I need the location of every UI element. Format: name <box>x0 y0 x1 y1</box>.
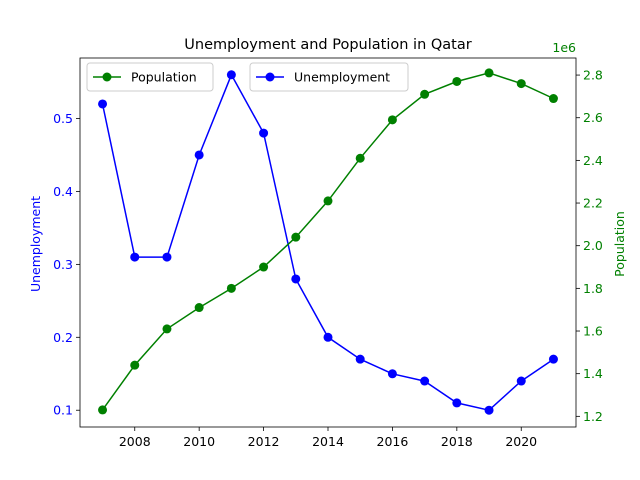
y-right-tick-label: 2.8 <box>583 68 603 83</box>
y-right-tick-label: 2.2 <box>583 196 603 211</box>
y-axis-right-offset-label: 1e6 <box>552 40 576 55</box>
y-right-tick-label: 1.2 <box>583 409 603 424</box>
data-point-population <box>98 405 108 415</box>
data-point-unemployment <box>130 252 140 262</box>
data-point-unemployment <box>355 354 365 364</box>
data-point-population <box>420 89 430 99</box>
legend-label: Population <box>131 70 197 85</box>
data-point-population <box>162 324 172 334</box>
legend-marker <box>102 72 112 82</box>
chart-title: Unemployment and Population in Qatar <box>184 37 471 53</box>
x-tick-label: 2012 <box>248 434 280 449</box>
data-point-unemployment <box>420 376 430 386</box>
data-point-population <box>387 115 397 125</box>
x-tick-label: 2010 <box>183 434 215 449</box>
data-point-unemployment <box>323 332 333 342</box>
data-point-population <box>355 153 365 163</box>
y-axis-left-label: Unemployment <box>28 196 43 292</box>
data-point-population <box>452 76 462 86</box>
data-point-unemployment <box>452 398 462 408</box>
data-point-population <box>194 303 204 313</box>
x-tick-label: 2016 <box>377 434 409 449</box>
data-point-population <box>291 232 301 242</box>
legend-label: Unemployment <box>294 70 390 85</box>
x-tick-label: 2014 <box>312 434 344 449</box>
data-point-population <box>226 283 236 293</box>
y-right-tick-label: 1.6 <box>583 324 603 339</box>
legend-layer: Population Unemployment <box>86 62 409 92</box>
data-point-unemployment <box>484 405 494 415</box>
y-right-tick-label: 1.8 <box>583 281 603 296</box>
data-point-population <box>130 360 140 370</box>
y-right-tick-label: 2.4 <box>583 153 603 168</box>
data-point-unemployment <box>226 70 236 80</box>
data-point-unemployment <box>387 369 397 379</box>
x-tick-label: 2008 <box>119 434 151 449</box>
data-point-unemployment <box>194 150 204 160</box>
data-point-unemployment <box>162 252 172 262</box>
data-point-population <box>323 196 333 206</box>
data-point-unemployment <box>98 99 108 109</box>
x-tick-label: 2020 <box>505 434 537 449</box>
y-axis-right-label: Population <box>612 211 627 277</box>
y-left-tick-label: 0.2 <box>53 330 73 345</box>
y-right-tick-label: 2.0 <box>583 238 603 253</box>
y-right-tick-label: 1.4 <box>583 366 603 381</box>
y-left-tick-label: 0.1 <box>53 403 73 418</box>
axes-layer: 2008 2010 2012 2014 2016 2018 2020 0.1 0.2 0.3 0.4… <box>53 57 603 449</box>
data-point-population <box>516 79 526 89</box>
legend-box-right <box>249 62 409 92</box>
data-point-population <box>259 262 269 272</box>
y-right-tick-label: 2.6 <box>583 110 603 125</box>
data-point-unemployment <box>548 354 558 364</box>
data-point-unemployment <box>516 376 526 386</box>
data-point-unemployment <box>291 274 301 284</box>
y-left-tick-label: 0.5 <box>53 111 73 126</box>
series-layer <box>98 68 558 415</box>
legend-marker <box>265 72 275 82</box>
y-left-tick-label: 0.4 <box>53 184 73 199</box>
data-point-unemployment <box>259 128 269 138</box>
y-left-tick-label: 0.3 <box>53 257 73 272</box>
legend-box-left <box>86 62 214 92</box>
x-tick-label: 2018 <box>441 434 473 449</box>
data-point-population <box>484 68 494 78</box>
data-point-population <box>548 94 558 104</box>
